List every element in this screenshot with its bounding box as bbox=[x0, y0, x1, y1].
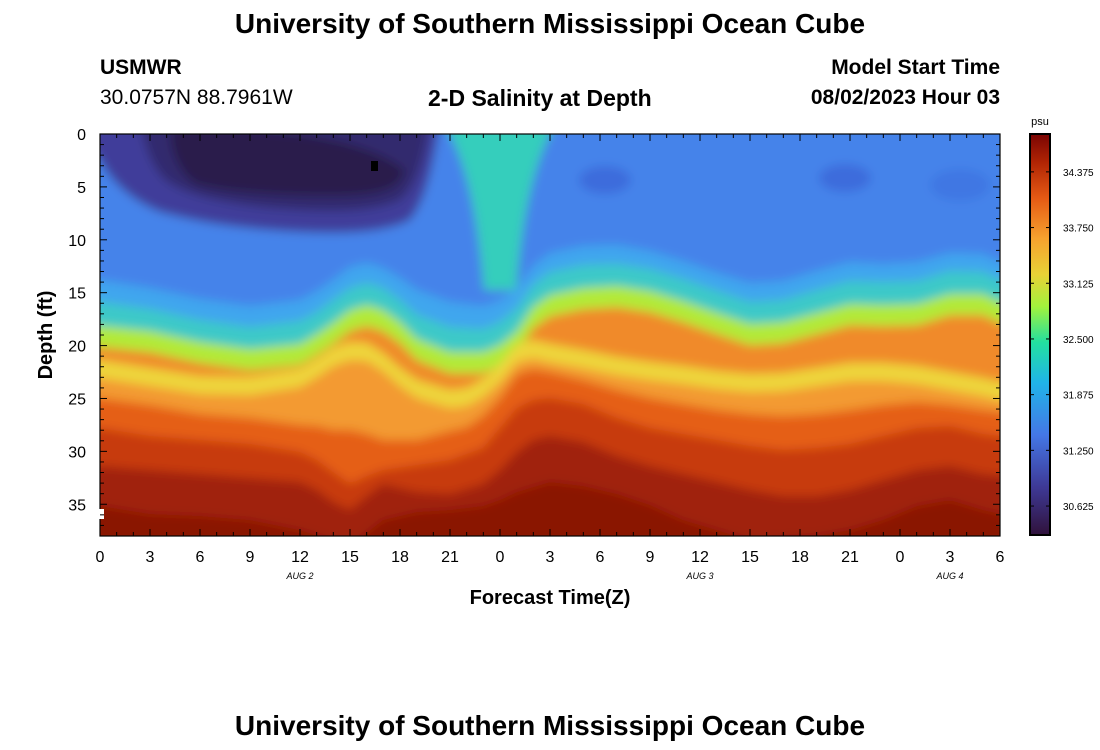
colorbar-tick-label: 33.125 bbox=[1063, 279, 1094, 290]
x-tick-label: 3 bbox=[546, 549, 555, 566]
x-tick-label: 0 bbox=[896, 549, 905, 566]
x-tick-label: 3 bbox=[946, 549, 955, 566]
footer-title: University of Southern Mississippi Ocean… bbox=[234, 710, 866, 741]
colorbar-tick-label: 30.625 bbox=[1063, 502, 1094, 513]
date-label: AUG 2 bbox=[285, 571, 313, 581]
x-tick-label: 3 bbox=[146, 549, 155, 566]
x-tick-label: 18 bbox=[791, 549, 809, 566]
x-tick-label: 9 bbox=[646, 549, 655, 566]
y-tick-label: 5 bbox=[77, 180, 86, 197]
colorbar-ticks: 34.375 33.750 33.125 32.500 31.875 31.250 30.6… bbox=[1030, 168, 1094, 513]
colorbar-tick-label: 33.750 bbox=[1063, 224, 1094, 235]
y-axis-title: Depth (ft) bbox=[35, 291, 57, 380]
chart-title: University of Southern Mississippi Ocean… bbox=[234, 8, 866, 39]
y-tick-label: 20 bbox=[68, 339, 86, 356]
x-tick-label: 0 bbox=[96, 549, 105, 566]
date-label: AUG 4 bbox=[935, 571, 963, 581]
station-coordinates: 30.0757N 88.7961W bbox=[100, 86, 293, 109]
y-tick-label: 25 bbox=[68, 391, 86, 408]
x-axis-title: Forecast Time(Z) bbox=[470, 587, 631, 609]
station-id: USMWR bbox=[100, 56, 182, 79]
x-tick-label: 0 bbox=[496, 549, 505, 566]
x-tick-label: 12 bbox=[291, 549, 309, 566]
chart-subtitle: 2-D Salinity at Depth bbox=[428, 85, 652, 111]
colorbar-tick-label: 31.875 bbox=[1063, 391, 1094, 402]
x-tick-label: 9 bbox=[246, 549, 255, 566]
x-tick-label: 21 bbox=[841, 549, 859, 566]
colorbar bbox=[1029, 133, 1051, 536]
salinity-field bbox=[100, 134, 1000, 536]
y-tick-label: 30 bbox=[68, 444, 86, 461]
x-tick-label: 18 bbox=[391, 549, 409, 566]
date-labels: AUG 2 AUG 3 AUG 4 bbox=[285, 571, 963, 581]
model-start-label: Model Start Time bbox=[831, 56, 1000, 79]
x-tick-label: 21 bbox=[441, 549, 459, 566]
station-marker-top bbox=[371, 161, 378, 171]
model-start-time: 08/02/2023 Hour 03 bbox=[810, 86, 1000, 109]
x-tick-label: 6 bbox=[596, 549, 605, 566]
x-tick-label: 6 bbox=[996, 549, 1005, 566]
x-tick-label: 15 bbox=[341, 549, 359, 566]
y-axis: 0 5 10 15 20 25 30 35 bbox=[68, 127, 1000, 537]
x-axis: 0 3 6 9 12 15 18 21 0 3 6 9 12 15 18 21 0 3 6 bbox=[96, 134, 1005, 566]
y-tick-label: 10 bbox=[68, 233, 86, 250]
station-marker-bottom bbox=[99, 509, 104, 519]
y-tick-label: 35 bbox=[68, 497, 86, 514]
x-tick-label: 12 bbox=[691, 549, 709, 566]
colorbar-tick-label: 31.250 bbox=[1063, 446, 1094, 457]
colorbar-tick-label: 34.375 bbox=[1063, 168, 1094, 179]
x-tick-label: 15 bbox=[741, 549, 759, 566]
colorbar-unit: psu bbox=[1031, 116, 1049, 128]
date-label: AUG 3 bbox=[685, 571, 713, 581]
y-tick-label: 0 bbox=[77, 127, 86, 144]
colorbar-tick-label: 32.500 bbox=[1063, 335, 1094, 346]
x-tick-label: 6 bbox=[196, 549, 205, 566]
y-tick-label: 15 bbox=[68, 286, 86, 303]
